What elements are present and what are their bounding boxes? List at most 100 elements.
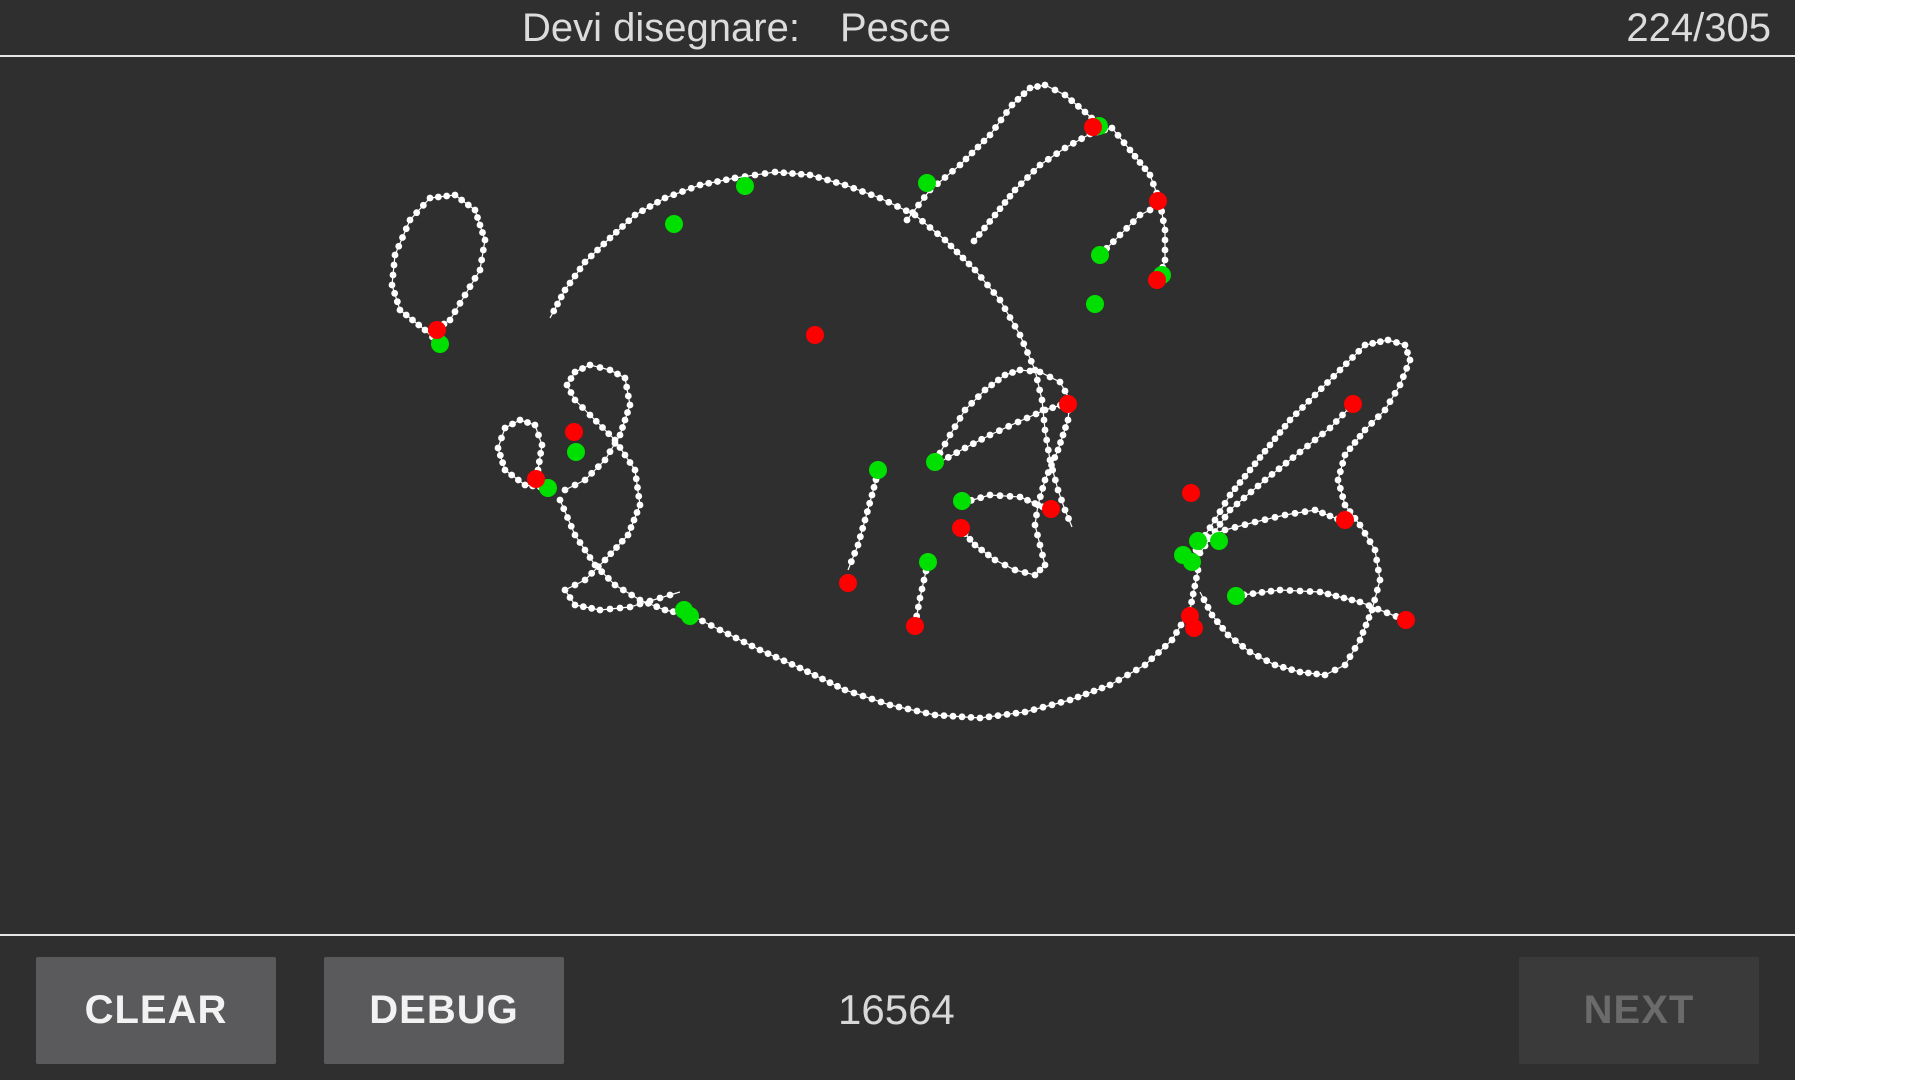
stroke-point — [1148, 655, 1156, 663]
stroke-point — [1066, 696, 1074, 704]
debug-button[interactable]: DEBUG — [324, 957, 564, 1064]
stroke-point — [611, 581, 619, 589]
prompt-label: Devi disegnare: — [522, 6, 800, 50]
stroke-point — [841, 686, 849, 694]
stroke-point — [1216, 508, 1224, 516]
stroke-point — [1014, 418, 1022, 426]
stroke-point — [975, 231, 983, 238]
stroke-point — [1161, 246, 1169, 254]
stroke-point — [996, 296, 1004, 304]
stroke-point — [579, 404, 586, 411]
stroke-point — [586, 411, 594, 419]
stroke-point — [1126, 146, 1134, 154]
stroke-point — [581, 476, 589, 484]
stroke-point — [476, 266, 484, 274]
stroke-end-point — [952, 519, 970, 537]
stroke-point — [567, 375, 575, 382]
stroke-point — [969, 440, 977, 448]
stroke-point — [1296, 448, 1304, 456]
stroke-end-point — [1344, 395, 1362, 413]
stroke-point — [1324, 590, 1332, 598]
stroke-point — [1041, 81, 1049, 89]
stroke-point — [1057, 699, 1065, 706]
stroke-point — [612, 228, 620, 236]
stroke-point — [1039, 484, 1047, 492]
stroke-point — [499, 459, 507, 467]
stroke-point — [902, 207, 910, 215]
stroke-point — [1376, 576, 1384, 584]
stroke-point — [1304, 442, 1311, 450]
stroke-point — [604, 574, 612, 582]
stroke-point — [1011, 322, 1019, 330]
stroke-point — [994, 376, 1002, 384]
stroke-point — [661, 606, 669, 614]
stroke-point — [1031, 500, 1039, 507]
stroke-point — [1356, 598, 1364, 606]
stroke-point — [1361, 426, 1369, 434]
stroke-point — [861, 516, 869, 524]
stroke-point — [1081, 108, 1089, 116]
stroke-point — [521, 481, 529, 489]
stroke-point — [850, 689, 858, 697]
stroke-point — [1374, 413, 1382, 421]
stroke-point — [851, 549, 859, 557]
stroke-point — [980, 137, 988, 145]
stroke-point — [977, 274, 985, 281]
stroke-point — [1001, 199, 1009, 206]
stroke-start-point — [431, 335, 449, 353]
stroke-point — [581, 258, 589, 266]
stroke-point — [1161, 256, 1169, 264]
stroke-point — [550, 307, 558, 315]
stroke-point — [1034, 83, 1041, 90]
stroke-point — [1355, 347, 1363, 355]
stroke-point — [1399, 373, 1407, 381]
stroke-point — [959, 254, 967, 262]
stroke-point — [772, 653, 780, 661]
stroke-point — [1251, 518, 1259, 526]
stroke-point — [594, 463, 602, 471]
stroke-point — [571, 581, 579, 589]
stroke-point — [806, 171, 814, 179]
stroke-end-point — [1148, 271, 1166, 289]
stroke-point — [601, 456, 609, 464]
stroke-point — [1356, 636, 1364, 644]
stroke-point — [914, 603, 922, 611]
stroke-point — [561, 486, 569, 494]
stroke-point — [563, 381, 571, 389]
stroke-point — [415, 321, 423, 329]
clear-button[interactable]: CLEAR — [36, 957, 276, 1064]
stroke-point — [1038, 396, 1046, 404]
stroke-point — [1161, 226, 1169, 234]
stroke-point — [687, 184, 695, 192]
stroke-point — [1236, 479, 1244, 486]
stroke-point — [633, 509, 641, 516]
stroke-point — [627, 524, 635, 531]
stroke-point — [1396, 381, 1404, 389]
next-button[interactable]: NEXT — [1519, 957, 1759, 1064]
stroke-point — [850, 184, 858, 192]
stroke-point — [1374, 605, 1382, 613]
stroke-point — [904, 705, 912, 713]
stroke-point — [1311, 391, 1319, 399]
stroke-point — [1031, 521, 1039, 529]
stroke-point — [588, 569, 596, 577]
stroke-point — [579, 365, 586, 372]
drawing-app: Devi disegnare: Pesce 224/305 CLEAR DEBU… — [0, 0, 1795, 1080]
stroke-point — [571, 481, 579, 489]
stroke-point — [761, 170, 769, 177]
stroke-point — [1136, 159, 1144, 166]
stroke-end-point — [1397, 611, 1415, 629]
stroke-point — [731, 174, 739, 182]
stroke-point — [1054, 486, 1062, 494]
stroke-point — [434, 193, 442, 201]
stroke-point — [854, 541, 862, 549]
stroke-point — [967, 714, 975, 721]
stroke-point — [1336, 468, 1344, 476]
stroke-point — [471, 206, 479, 214]
drawing-canvas[interactable] — [0, 58, 1795, 934]
stroke-point — [1098, 684, 1106, 692]
stroke-point — [623, 383, 631, 391]
stroke-point — [579, 603, 587, 611]
stroke-point — [621, 374, 629, 382]
stroke-point — [1268, 471, 1276, 478]
